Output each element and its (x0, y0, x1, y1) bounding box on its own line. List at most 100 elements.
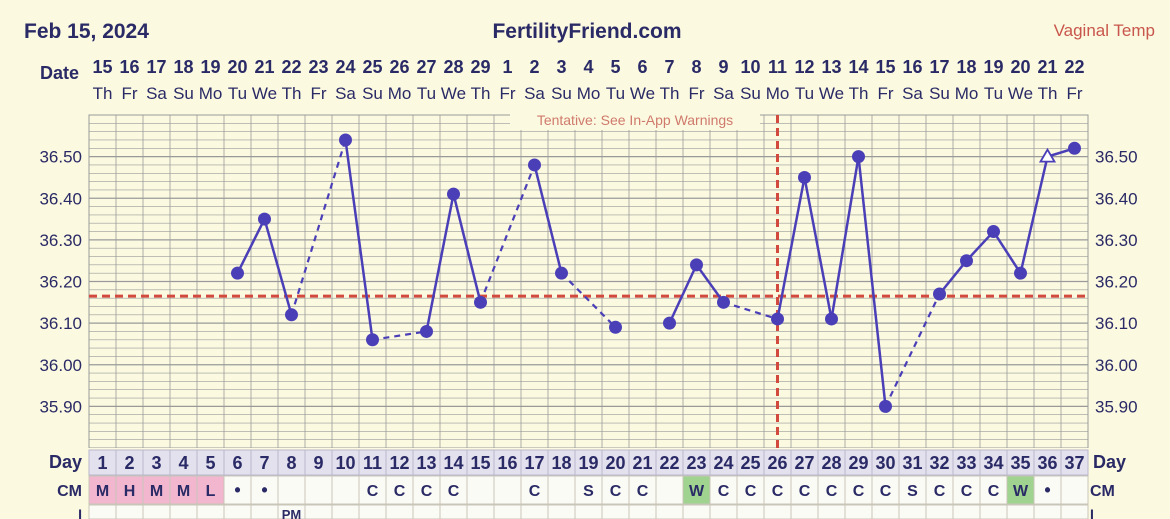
weekday-label: Sa (713, 84, 734, 103)
cycle-day-cell (142, 449, 171, 476)
i-cell (871, 504, 900, 519)
cycle-day-label: 9 (313, 453, 323, 473)
cm-cell (466, 475, 495, 505)
date-label: 26 (389, 57, 409, 77)
cycle-day-label: 10 (335, 453, 355, 473)
cm-value: M (177, 483, 190, 500)
cycle-day-label: 13 (416, 453, 436, 473)
temp-point (474, 295, 487, 309)
i-cell (115, 504, 144, 519)
date-label: 2 (529, 57, 539, 77)
i-cell (1033, 504, 1062, 519)
i-cell (169, 504, 198, 519)
tentative-note-bg (510, 110, 760, 130)
cycle-day-label: 4 (178, 453, 188, 473)
y-tick-label-right: 36.40 (1095, 189, 1138, 208)
cycle-day-label: 25 (740, 453, 760, 473)
weekday-label: We (819, 84, 844, 103)
cm-value: C (961, 483, 973, 500)
cycle-day-label: 15 (470, 453, 490, 473)
date-label: 22 (1064, 57, 1084, 77)
cm-value: C (934, 483, 946, 500)
cycle-day-label: 2 (124, 453, 134, 473)
cycle-day-label: 24 (713, 453, 733, 473)
cycle-day-label: 18 (551, 453, 571, 473)
temp-point (528, 158, 541, 172)
i-cell (142, 504, 171, 519)
date-label: 10 (740, 57, 760, 77)
i-cell (331, 504, 360, 519)
weekday-label: Mo (388, 84, 412, 103)
temp-segment (938, 259, 968, 295)
i-cell (925, 504, 954, 519)
weekday-label: Sa (335, 84, 356, 103)
cycle-day-cell (1060, 449, 1089, 476)
i-cell (466, 504, 495, 519)
date-label: 20 (227, 57, 247, 77)
temp-point-open (1038, 147, 1057, 163)
cm-cell (655, 475, 684, 505)
cycle-day-label: 22 (659, 453, 679, 473)
cm-value: W (1013, 483, 1029, 500)
i-cell (709, 504, 738, 519)
cm-value: C (718, 483, 730, 500)
weekday-label: Mo (955, 84, 979, 103)
cm-value: C (853, 483, 865, 500)
weekday-label: Mo (577, 84, 601, 103)
date-label: 25 (362, 57, 382, 77)
cm-value: W (689, 483, 705, 500)
temp-segment (830, 156, 860, 320)
date-label: 15 (92, 57, 112, 77)
y-tick-label-left: 36.20 (39, 273, 82, 292)
date-label: 21 (1037, 57, 1057, 77)
date-label: 8 (691, 57, 701, 77)
date-label: 5 (610, 57, 620, 77)
day-row-label: Day (49, 452, 82, 472)
temp-point (258, 212, 271, 226)
cm-cell (196, 475, 225, 505)
temp-segment (344, 139, 374, 340)
temp-segment-dashed (372, 330, 427, 341)
cycle-day-cell (817, 449, 846, 476)
temp-segment (857, 156, 887, 407)
cycle-day-cell (763, 449, 792, 476)
cycle-day-cell (979, 449, 1008, 476)
temp-type-label: Vaginal Temp (1054, 21, 1155, 40)
cm-value: M (150, 483, 163, 500)
temp-segment-dashed (479, 164, 536, 303)
date-label: 23 (308, 57, 328, 77)
cycle-day-label: 30 (875, 453, 895, 473)
weekday-label: Sa (524, 84, 545, 103)
weekday-label: Th (282, 84, 302, 103)
temp-point (960, 254, 973, 268)
cm-value: C (448, 483, 460, 500)
temp-segment-dashed (884, 293, 941, 407)
chart-date: Feb 15, 2024 (24, 20, 149, 43)
cm-cell (898, 475, 927, 505)
temp-segment (965, 230, 995, 262)
cycle-day-label: 27 (794, 453, 814, 473)
y-tick-label-left: 36.30 (39, 231, 82, 250)
cm-value: C (745, 483, 757, 500)
weekday-label: Sa (902, 84, 923, 103)
y-tick-label-right: 36.30 (1095, 231, 1138, 250)
i-cell (817, 504, 846, 519)
i-cell (628, 504, 657, 519)
date-label: 18 (173, 57, 193, 77)
cm-value: C (421, 483, 433, 500)
date-label: 11 (768, 57, 787, 77)
cycle-day-label: 29 (848, 453, 868, 473)
i-cell (844, 504, 873, 519)
temp-segment (452, 193, 482, 303)
cycle-day-label: 32 (929, 453, 949, 473)
date-label: 17 (146, 57, 166, 77)
day-row-label-right: Day (1093, 452, 1126, 472)
date-label: 6 (637, 57, 647, 77)
date-label: 19 (983, 57, 1003, 77)
cycle-day-label: 37 (1064, 453, 1084, 473)
cycle-day-label: 5 (205, 453, 215, 473)
cycle-day-label: 20 (605, 453, 625, 473)
temp-point (366, 333, 379, 347)
i-cell (412, 504, 441, 519)
temp-segment (236, 218, 266, 274)
